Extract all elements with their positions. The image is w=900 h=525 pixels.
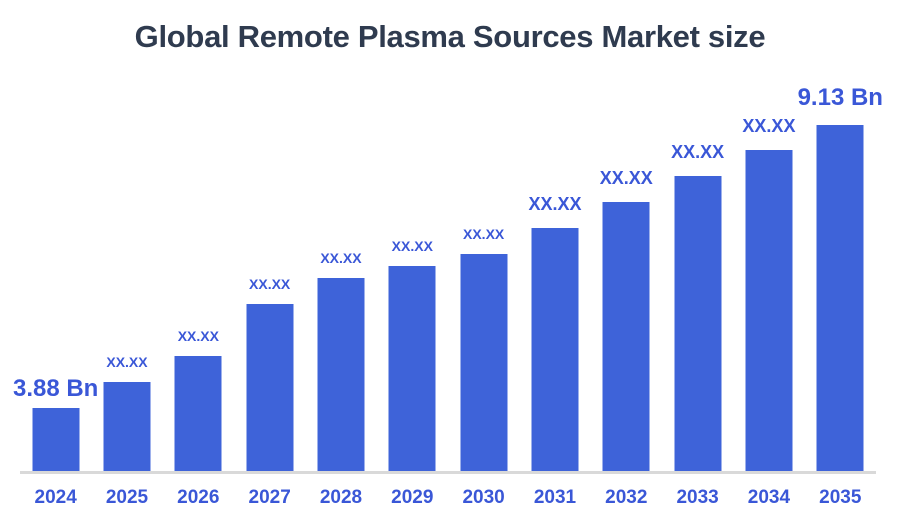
bar-value-label-2026: XX.XX xyxy=(177,327,219,344)
bar-value-label-2031: XX.XX xyxy=(528,194,582,215)
x-axis-tick-2030: 2030 xyxy=(462,487,505,508)
bar-2035 xyxy=(816,125,864,471)
bar-slot-2035: 9.13 Bn xyxy=(798,84,883,471)
bar-value-label-2029: XX.XX xyxy=(391,237,433,254)
x-axis-tick-2029: 2029 xyxy=(391,487,434,508)
x-axis-tick-2024: 2024 xyxy=(34,487,77,508)
bar-slot-2028: XX.XX xyxy=(305,125,376,471)
x-axis-tick-2034: 2034 xyxy=(747,487,791,508)
x-axis-tick-2028: 2028 xyxy=(319,487,363,508)
x-axis-labels-row: 2024 2025 2026 2027 2028 2029 2030 2031 2032 2033… xyxy=(20,487,876,509)
bar-2026 xyxy=(174,356,222,471)
bar-value-label-2027: XX.XX xyxy=(249,275,291,292)
x-axis-tick-2025: 2025 xyxy=(105,487,149,508)
bar-2033 xyxy=(674,176,722,471)
bar-slot-2033: XX.XX xyxy=(662,125,733,471)
bar-value-label-2028: XX.XX xyxy=(320,249,362,266)
x-axis-tick-2032: 2032 xyxy=(605,487,648,508)
bar-value-label-2024: 3.88 Bn xyxy=(12,374,99,402)
x-axis-tick-2027: 2027 xyxy=(248,487,291,508)
x-axis-tick-2031: 2031 xyxy=(533,487,577,508)
bar-chart-plot-area: 3.88 Bn XX.XX XX.XX XX.XX XX.XX XX.XX XX.XX XX.… xyxy=(13,84,883,471)
bar-2027 xyxy=(246,304,294,471)
bar-slot-2029: XX.XX xyxy=(377,125,448,471)
bar-slot-2024: 3.88 Bn xyxy=(13,125,98,471)
bar-slot-2025: XX.XX xyxy=(91,125,162,471)
bar-slot-2026: XX.XX xyxy=(163,125,234,471)
x-axis-tick-2026: 2026 xyxy=(177,487,220,508)
bar-value-label-2032: XX.XX xyxy=(599,168,653,189)
bar-slot-2027: XX.XX xyxy=(234,125,305,471)
bar-slot-2031: XX.XX xyxy=(519,125,590,471)
bar-slot-2032: XX.XX xyxy=(591,125,662,471)
bar-2024 xyxy=(32,408,80,471)
bar-2025 xyxy=(103,382,151,471)
bar-value-label-2033: XX.XX xyxy=(671,142,725,163)
bar-slot-2030: XX.XX xyxy=(448,125,519,471)
bar-value-label-2035: 9.13 Bn xyxy=(797,83,883,111)
x-axis-tick-2033: 2033 xyxy=(676,487,719,508)
bar-value-label-2034: XX.XX xyxy=(742,116,796,137)
bar-2032 xyxy=(602,202,650,471)
bar-2029 xyxy=(388,266,436,471)
bar-value-label-2025: XX.XX xyxy=(106,353,148,370)
x-axis-line xyxy=(20,471,876,474)
bar-value-label-2030: XX.XX xyxy=(463,225,505,242)
chart-title: Global Remote Plasma Sources Market size xyxy=(134,19,766,54)
bar-2034 xyxy=(745,150,793,471)
bar-2028 xyxy=(317,278,365,471)
bar-2031 xyxy=(531,228,579,471)
bar-slot-2034: XX.XX xyxy=(733,116,804,471)
bar-2030 xyxy=(460,254,508,471)
x-axis-tick-2035: 2035 xyxy=(819,487,862,508)
